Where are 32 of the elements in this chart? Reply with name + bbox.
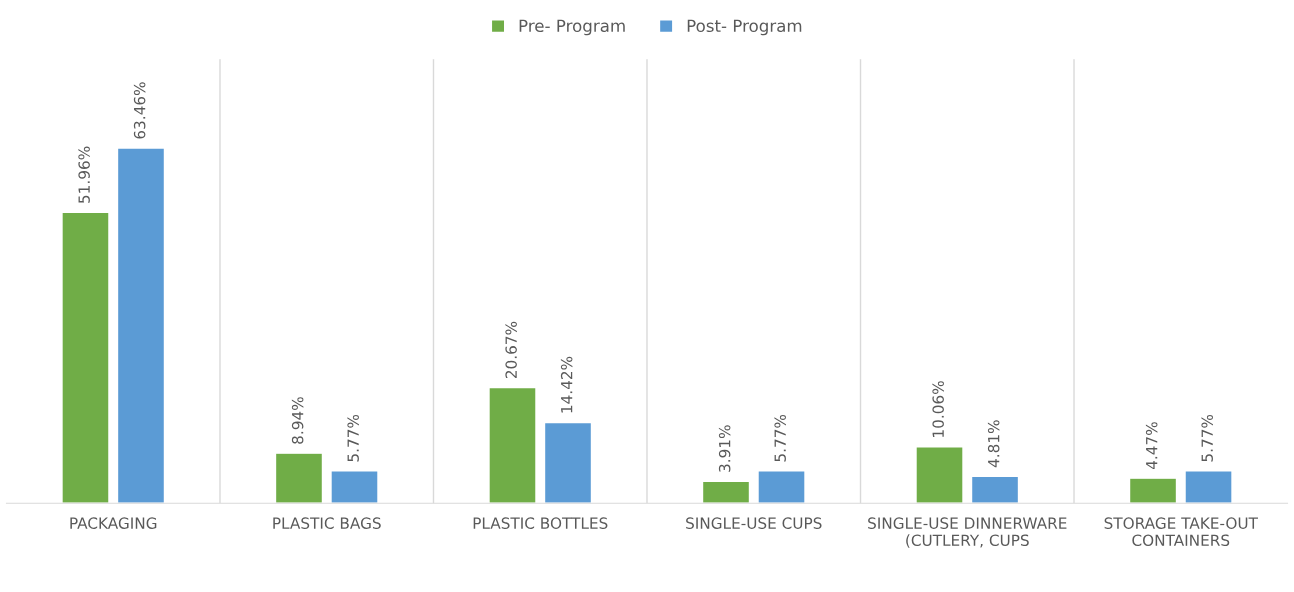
- x-tick-label: PLASTIC BOTTLES: [473, 517, 608, 529]
- bar: [915, 446, 964, 504]
- legend-label: Pre- Program: [519, 19, 625, 36]
- bar: [543, 421, 593, 504]
- bar: [970, 475, 1020, 504]
- data-label: 8.94%: [291, 397, 304, 444]
- data-label: 10.06%: [932, 381, 944, 437]
- data-label: 5.77%: [1201, 414, 1213, 462]
- data-label: 3.91%: [718, 425, 731, 472]
- bar: [116, 147, 166, 504]
- bar: [330, 470, 379, 504]
- data-label: 63.46%: [133, 82, 146, 139]
- x-tick-label: SINGLE-USE CUPS: [686, 517, 822, 529]
- data-label: 4.47%: [1145, 422, 1158, 470]
- data-label: 51.96%: [78, 146, 90, 203]
- x-tick-label: SINGLE-USE DINNERWARE (CUTLERY, CUPS: [868, 517, 1067, 548]
- bar: [61, 211, 110, 504]
- bar: [757, 470, 806, 504]
- x-tick-label: PACKAGING: [70, 517, 157, 529]
- data-label: 5.77%: [347, 414, 359, 462]
- data-label: 20.67%: [505, 321, 517, 379]
- bar: [1184, 470, 1233, 504]
- data-label: 4.81%: [987, 420, 1000, 468]
- bar: [488, 386, 537, 504]
- data-label: 14.42%: [560, 356, 573, 413]
- bar: [701, 480, 751, 504]
- x-tick-label: PLASTIC BAGS: [273, 517, 381, 529]
- x-tick-label: STORAGE TAKE-OUT CONTAINERS: [1104, 517, 1258, 547]
- data-label: 5.77%: [774, 414, 786, 462]
- bar: [1128, 477, 1178, 504]
- bar: [274, 452, 324, 504]
- legend-label: Post- Program: [687, 19, 802, 36]
